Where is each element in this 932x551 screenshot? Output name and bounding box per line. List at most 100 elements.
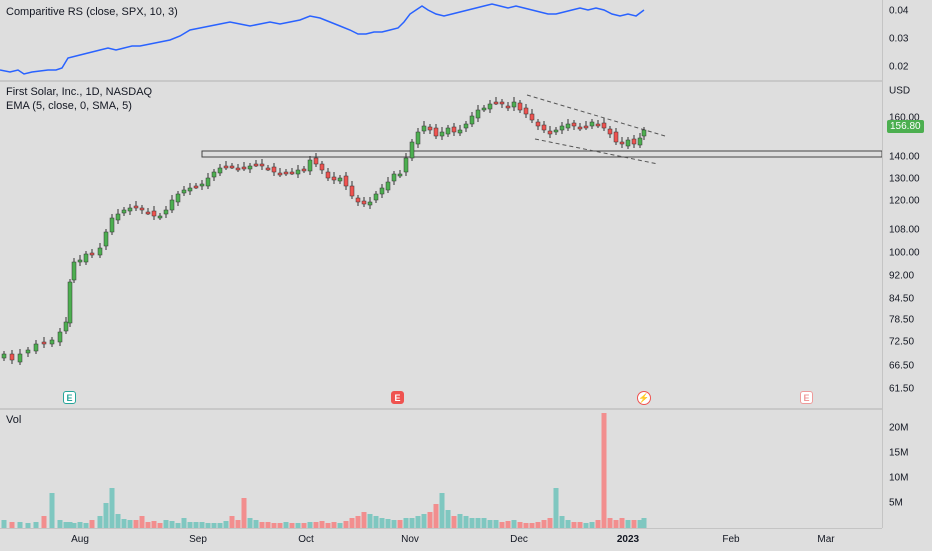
ema-legend[interactable]: EMA (5, close, 0, SMA, 5) [6, 100, 132, 112]
volume-bar [33, 522, 39, 528]
support-zone-rectangle[interactable] [201, 150, 883, 158]
candle [77, 259, 83, 263]
symbol-legend[interactable]: First Solar, Inc., 1D, NASDAQ [6, 86, 153, 98]
volume-bar [325, 523, 331, 528]
volume-bar [187, 522, 193, 528]
rs-indicator-pane[interactable]: Comparitive RS (close, SPX, 10, 3) [0, 0, 882, 80]
volume-tick: 20M [889, 422, 909, 434]
currency-label: USD [889, 85, 911, 97]
volume-bar [499, 522, 505, 528]
candle [361, 200, 367, 205]
pane-separator[interactable] [0, 408, 932, 410]
candle [67, 281, 73, 324]
candle [139, 207, 145, 211]
volume-bar [283, 522, 289, 528]
earnings-icon[interactable]: E [800, 391, 813, 404]
candle [445, 127, 451, 135]
candle [247, 165, 253, 170]
candle [63, 321, 69, 332]
candle [217, 167, 223, 174]
candle [83, 253, 89, 263]
time-label-year: 2023 [616, 534, 640, 545]
earnings-icon[interactable]: E [63, 391, 76, 404]
volume-bar [89, 520, 95, 528]
volume-bar [451, 516, 457, 528]
volume-bar [463, 516, 469, 528]
candle [319, 163, 325, 171]
volume-legend[interactable]: Vol [6, 414, 22, 426]
lightning-icon[interactable]: ⚡ [637, 391, 651, 405]
candle [157, 215, 163, 219]
candle [373, 193, 379, 201]
volume-bar [619, 518, 625, 528]
volume-bar [349, 518, 355, 528]
volume-bar [97, 516, 103, 528]
volume-bar [523, 523, 529, 528]
candle [415, 131, 421, 145]
candle [163, 209, 169, 215]
volume-bar [223, 521, 229, 528]
price-tick: 72.50 [889, 336, 915, 348]
candle [421, 125, 427, 132]
candle [391, 173, 397, 182]
rs-tick: 0.03 [889, 33, 909, 45]
volume-bar [265, 522, 271, 528]
candle [625, 139, 631, 147]
volume-bar [277, 523, 283, 528]
candle [41, 341, 47, 345]
candle [385, 181, 391, 191]
volume-bar [481, 518, 487, 528]
volume-tick: 10M [889, 472, 909, 484]
volume-bar [139, 516, 145, 528]
volume-bar [157, 523, 163, 528]
candle [193, 185, 199, 189]
volume-pane[interactable]: Vol [0, 410, 882, 528]
candle [89, 252, 95, 256]
candle [181, 189, 187, 194]
rs-line-chart [0, 3, 645, 75]
candle [397, 173, 403, 177]
volume-bar [433, 504, 439, 528]
candle [235, 167, 241, 171]
volume-bar [307, 522, 313, 528]
price-tick: 108.00 [889, 224, 920, 236]
candles-group [1, 97, 647, 365]
candle [307, 159, 313, 172]
candle [253, 163, 259, 167]
price-pane[interactable]: First Solar, Inc., 1D, NASDAQ EMA (5, cl… [0, 82, 883, 408]
candle [439, 131, 445, 137]
candle [457, 129, 463, 134]
volume-bar [367, 514, 373, 528]
volume-bar [373, 516, 379, 528]
earnings-icon[interactable]: E [391, 391, 404, 404]
price-axis[interactable]: 0.04 0.03 0.02 USD 160.00 140.00 130.00 … [882, 0, 932, 528]
volume-bar [319, 521, 325, 528]
candle [121, 209, 127, 214]
volume-bar [17, 522, 23, 528]
candle [601, 122, 607, 129]
candle [151, 210, 157, 217]
time-label: Mar [817, 534, 835, 545]
volume-bar [271, 523, 277, 528]
candle [277, 172, 283, 176]
candle [553, 129, 559, 133]
pane-separator[interactable] [0, 80, 932, 82]
rs-legend[interactable]: Comparitive RS (close, SPX, 10, 3) [6, 6, 178, 18]
candle [511, 101, 517, 108]
candle [265, 167, 271, 171]
candle [529, 113, 535, 121]
time-axis[interactable]: Aug Sep Oct Nov Dec 2023 Feb Mar [0, 528, 882, 551]
candle [619, 141, 625, 145]
channel-upper-line[interactable] [526, 94, 666, 137]
volume-bar [641, 518, 647, 528]
volume-bar [253, 520, 259, 528]
volume-tick: 15M [889, 447, 909, 459]
candle [17, 353, 23, 363]
price-tick: 160.00 [889, 112, 920, 124]
candle [187, 187, 193, 192]
volume-bar [109, 488, 115, 528]
candle [571, 122, 577, 127]
candle [25, 349, 31, 354]
volume-bar [631, 520, 637, 528]
volume-bar [487, 520, 493, 528]
